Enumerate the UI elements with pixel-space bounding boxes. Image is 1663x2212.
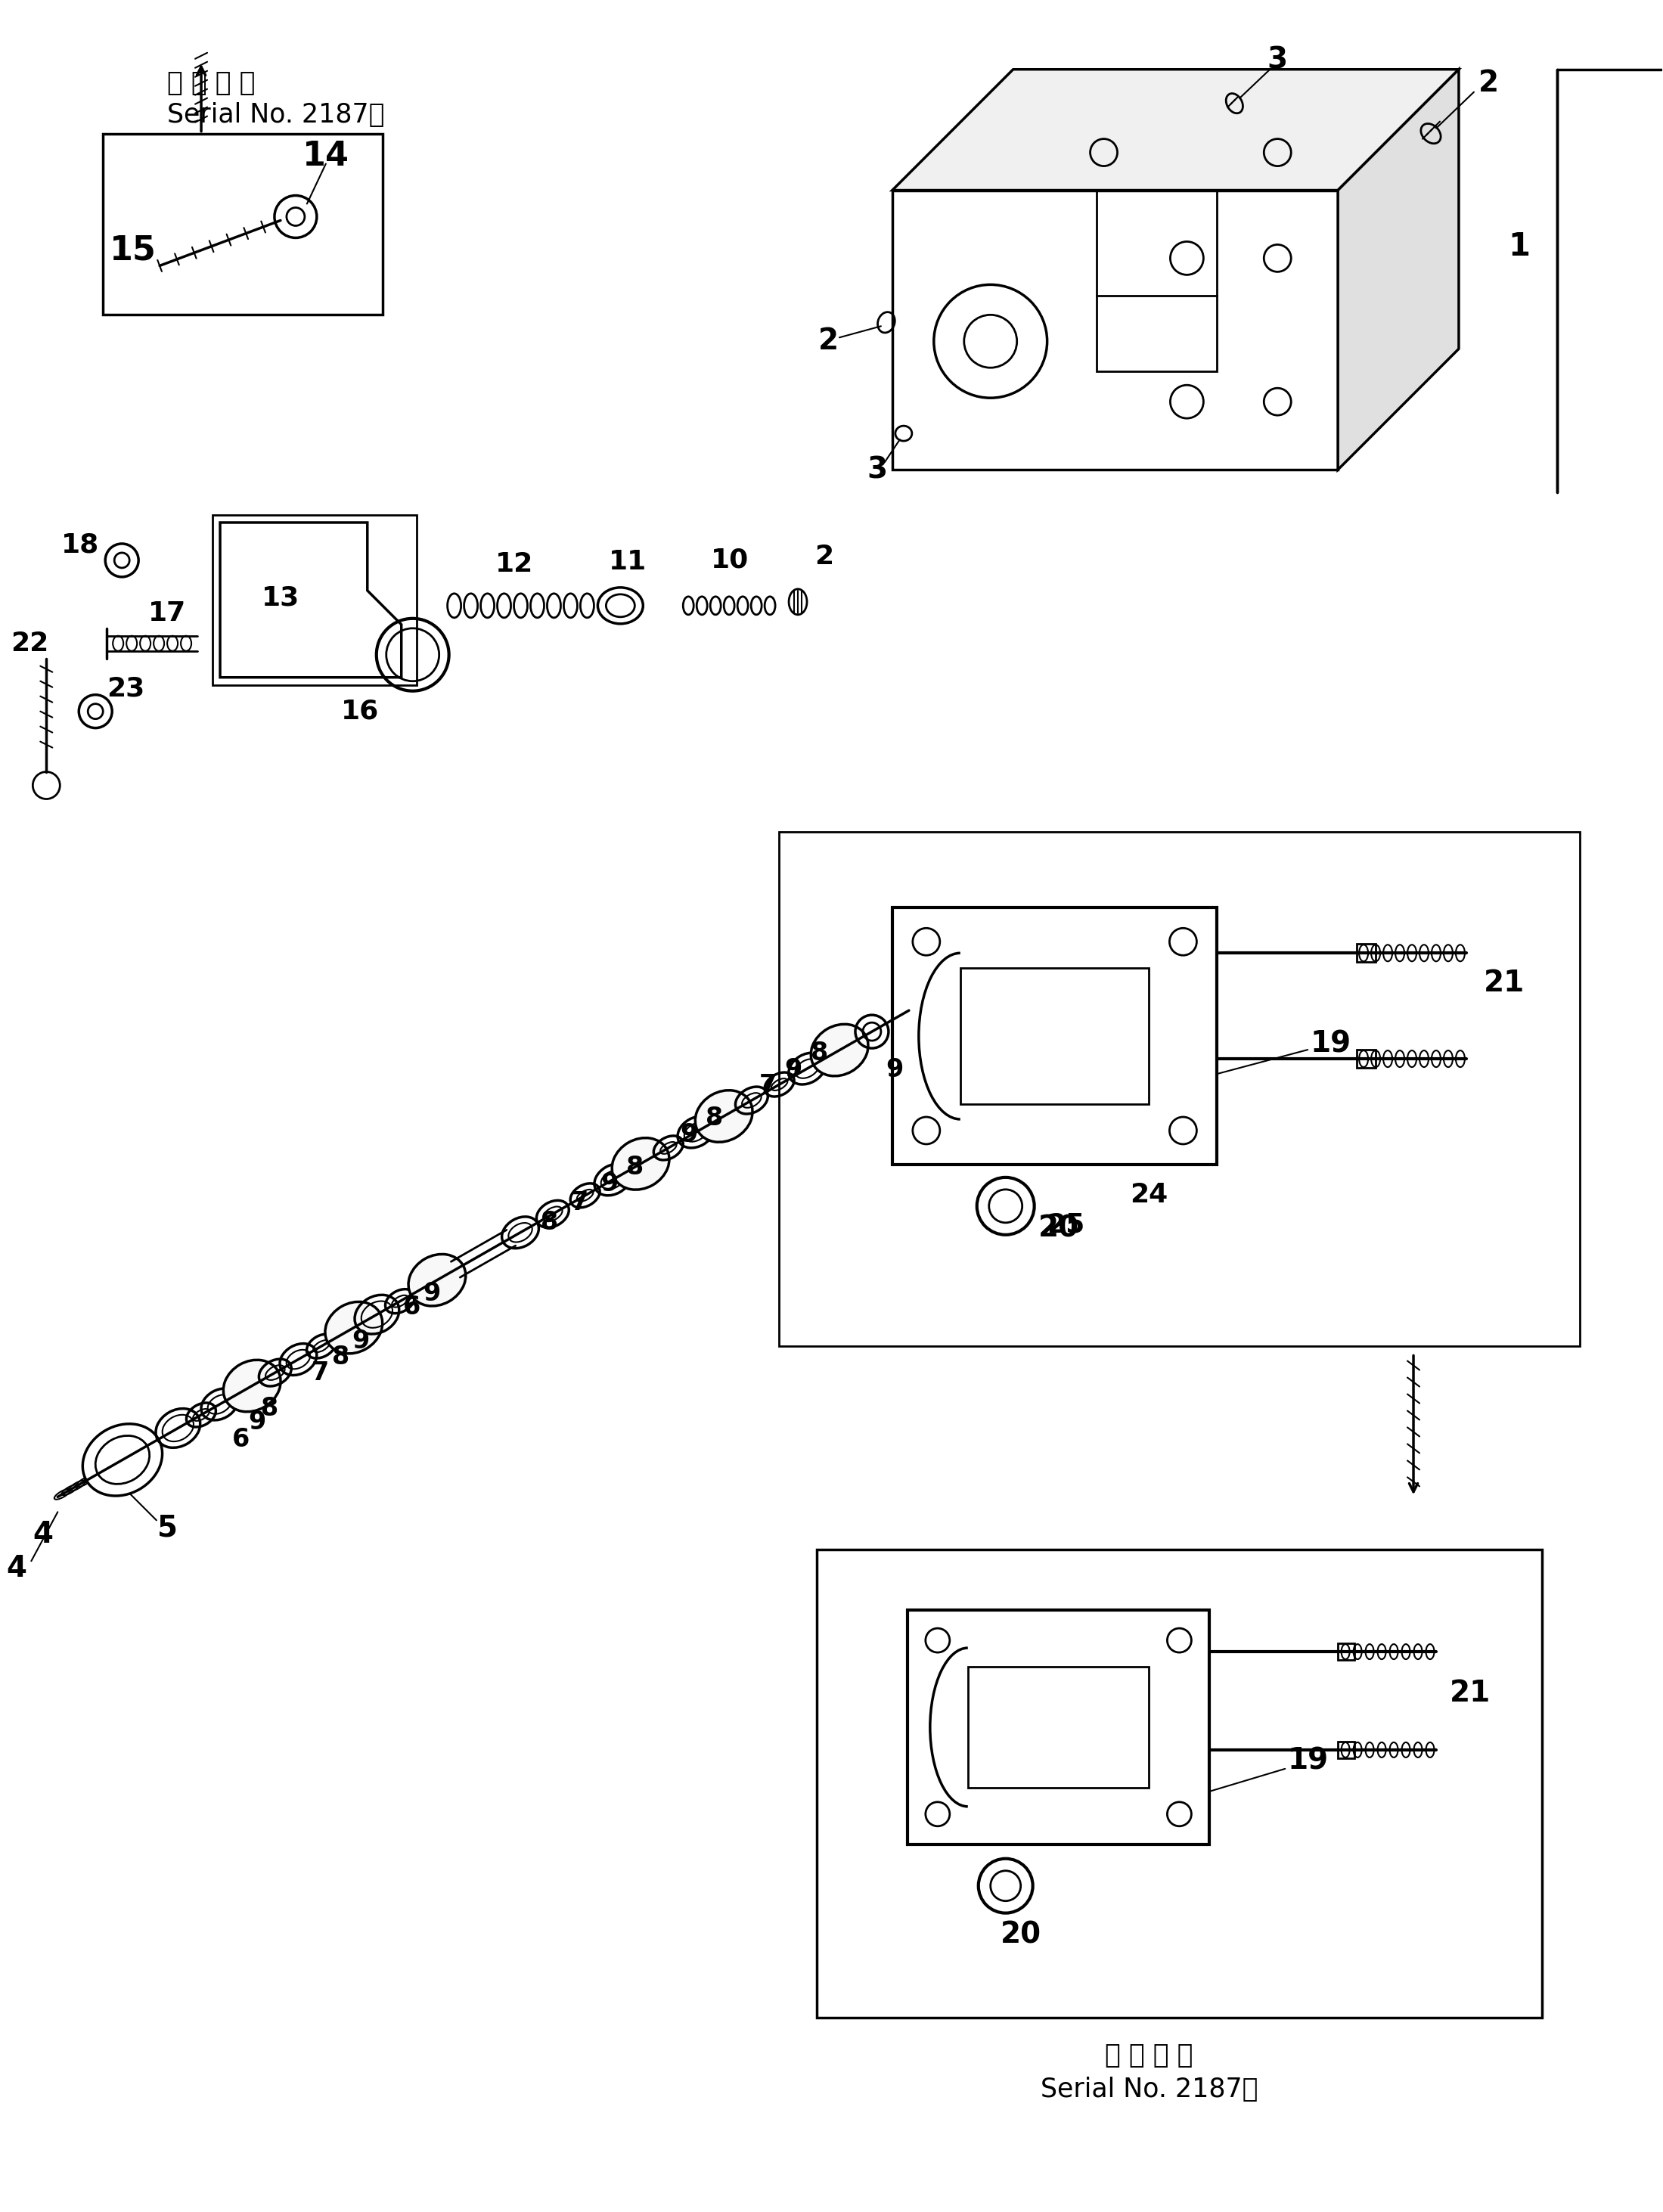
Text: 9: 9 [886, 1057, 903, 1082]
Text: 7: 7 [311, 1360, 329, 1385]
Polygon shape [1339, 69, 1458, 469]
Text: 11: 11 [609, 549, 647, 575]
Text: 18: 18 [62, 533, 100, 557]
Ellipse shape [612, 1137, 669, 1190]
Text: 7: 7 [570, 1190, 589, 1217]
Text: 22: 22 [10, 630, 48, 657]
Text: 13: 13 [261, 586, 299, 611]
Text: 8: 8 [261, 1396, 279, 1420]
Text: 12: 12 [496, 551, 534, 577]
Text: 1: 1 [1508, 230, 1530, 263]
Text: 9: 9 [351, 1329, 369, 1354]
Ellipse shape [324, 1301, 382, 1354]
Text: Serial No. 2187～: Serial No. 2187～ [1041, 2077, 1257, 2104]
Text: 4: 4 [7, 1555, 27, 1584]
Text: 適 用 号 機: 適 用 号 機 [1104, 2044, 1192, 2068]
Bar [1096, 296, 1217, 372]
Text: 24: 24 [1131, 1181, 1167, 1208]
Ellipse shape [695, 1091, 753, 1141]
Text: 9: 9 [680, 1121, 697, 1148]
Bar [103, 133, 382, 314]
Text: 3: 3 [1267, 46, 1287, 75]
Text: 20: 20 [1038, 1214, 1079, 1243]
Text: 9: 9 [600, 1172, 619, 1197]
Text: 3: 3 [866, 456, 888, 484]
Bar [778, 832, 1580, 1345]
Text: 8: 8 [540, 1210, 559, 1234]
Ellipse shape [95, 1436, 150, 1484]
Text: 4: 4 [32, 1520, 53, 1548]
Text: 19: 19 [1287, 1747, 1329, 1776]
Text: 25: 25 [1048, 1212, 1084, 1239]
Text: 適 用 号 機: 適 用 号 機 [168, 71, 256, 95]
Text: 21: 21 [1483, 969, 1525, 998]
Ellipse shape [409, 1254, 466, 1305]
Bar [1357, 945, 1375, 962]
Text: 8: 8 [627, 1155, 644, 1179]
Bar [213, 515, 416, 686]
Polygon shape [893, 69, 1458, 190]
Text: 15: 15 [110, 234, 156, 268]
Text: 8: 8 [810, 1040, 828, 1066]
Text: 23: 23 [106, 677, 145, 701]
Polygon shape [220, 522, 401, 677]
Text: 17: 17 [148, 599, 186, 626]
Text: 19: 19 [1310, 1029, 1350, 1057]
Text: 9: 9 [785, 1057, 802, 1082]
Text: 2: 2 [1478, 69, 1500, 97]
Ellipse shape [83, 1425, 163, 1495]
Text: 14: 14 [303, 139, 349, 173]
Text: 21: 21 [1450, 1679, 1490, 1708]
Bar [817, 1551, 1542, 2017]
Bar [960, 969, 1149, 1104]
Ellipse shape [812, 1024, 868, 1075]
Text: 8: 8 [705, 1106, 723, 1130]
Text: 20: 20 [999, 1920, 1041, 1949]
Text: 6: 6 [233, 1427, 249, 1453]
Bar [893, 190, 1339, 469]
Text: 16: 16 [341, 699, 379, 723]
Text: 7: 7 [758, 1073, 777, 1099]
Bar [908, 1610, 1209, 1845]
Bar [1357, 1051, 1375, 1068]
Text: 9: 9 [248, 1409, 266, 1433]
Ellipse shape [223, 1360, 281, 1411]
Bar [1339, 1644, 1355, 1659]
Text: 6: 6 [402, 1294, 421, 1321]
Text: 9: 9 [424, 1281, 441, 1305]
Text: 2: 2 [815, 544, 833, 568]
Text: Serial No. 2187～: Serial No. 2187～ [168, 102, 384, 128]
Bar [968, 1668, 1149, 1787]
Text: 10: 10 [710, 546, 748, 573]
Text: 2: 2 [818, 327, 838, 356]
Bar [1339, 1741, 1355, 1759]
Bar [893, 907, 1217, 1164]
Text: 8: 8 [331, 1345, 349, 1369]
Text: 5: 5 [158, 1513, 178, 1542]
